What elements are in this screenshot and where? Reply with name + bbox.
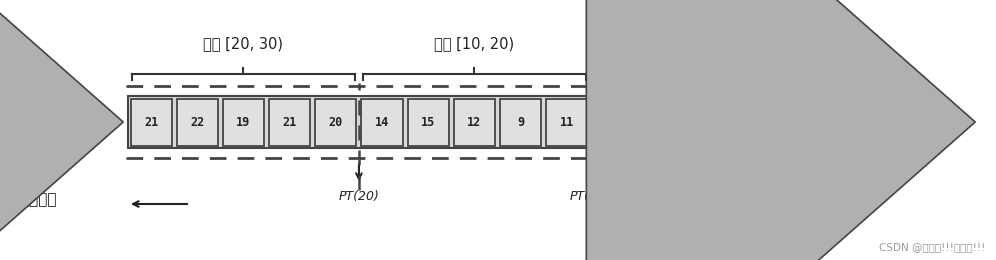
Bar (593, 99, 633, 146)
Text: 11: 11 (560, 115, 574, 128)
Text: 20: 20 (329, 115, 343, 128)
Bar (362, 99, 402, 146)
Bar (407, 99, 449, 146)
Bar (546, 99, 588, 146)
Text: PT(20): PT(20) (339, 190, 379, 203)
Text: 22: 22 (190, 115, 204, 128)
Text: 21: 21 (283, 115, 297, 128)
Text: PT(10): PT(10) (570, 190, 611, 203)
Text: 8: 8 (655, 115, 662, 128)
Bar (316, 99, 357, 146)
Bar (454, 99, 495, 146)
Bar (128, 96, 867, 148)
Text: 窗口 [20, 30): 窗口 [20, 30) (203, 36, 284, 51)
Text: 14: 14 (374, 115, 389, 128)
Bar (269, 99, 310, 146)
Text: 9: 9 (610, 115, 617, 128)
Text: 数据: 数据 (20, 73, 38, 88)
Text: 窗口 [10, 20): 窗口 [10, 20) (434, 36, 515, 51)
Bar (130, 99, 171, 146)
Bar (684, 99, 726, 146)
Text: 5: 5 (794, 115, 801, 128)
Bar (638, 99, 679, 146)
Text: 9: 9 (517, 115, 524, 128)
Text: CSDN @力不竭!!!战不止!!!: CSDN @力不竭!!!战不止!!! (878, 242, 985, 252)
Text: 19: 19 (236, 115, 251, 128)
Text: 21: 21 (144, 115, 158, 128)
Bar (824, 99, 865, 146)
Bar (176, 99, 218, 146)
Text: 2: 2 (841, 115, 848, 128)
Bar (223, 99, 264, 146)
Text: PT(0): PT(0) (851, 190, 883, 203)
Text: 12: 12 (467, 115, 481, 128)
Text: 9: 9 (748, 115, 755, 128)
Text: 窗口 [0, 10): 窗口 [0, 10) (693, 36, 764, 51)
Text: 15: 15 (421, 115, 435, 128)
Text: 处理时间: 处理时间 (20, 192, 57, 207)
Text: 7: 7 (702, 115, 709, 128)
Bar (500, 99, 541, 146)
Bar (777, 99, 819, 146)
Bar (731, 99, 772, 146)
